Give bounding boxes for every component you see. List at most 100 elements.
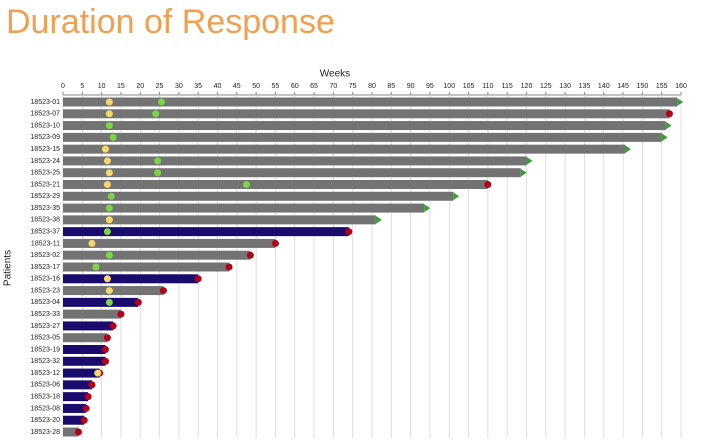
x-axis-label: Weeks bbox=[320, 69, 350, 80]
y-tick-label: 18523-28 bbox=[30, 429, 60, 436]
y-tick-label: 18523-33 bbox=[30, 311, 60, 318]
event-marker bbox=[105, 98, 113, 106]
end-marker bbox=[84, 393, 92, 401]
x-tick-label: 0 bbox=[61, 83, 65, 90]
bar bbox=[63, 180, 488, 189]
bar bbox=[63, 403, 87, 413]
bar bbox=[63, 168, 521, 178]
event-marker bbox=[107, 192, 115, 200]
x-tick-label: 140 bbox=[598, 83, 610, 90]
bar bbox=[63, 380, 92, 390]
event-marker bbox=[242, 181, 250, 188]
end-marker bbox=[101, 357, 109, 365]
end-marker bbox=[101, 346, 109, 353]
event-marker bbox=[105, 122, 113, 130]
x-tick-label: 135 bbox=[579, 83, 591, 90]
event-marker bbox=[105, 287, 113, 295]
bar bbox=[63, 191, 454, 201]
y-tick-label: 18523-15 bbox=[30, 146, 60, 153]
y-tick-label: 18523-25 bbox=[30, 170, 60, 177]
bar bbox=[63, 345, 106, 354]
bar bbox=[63, 368, 100, 378]
end-marker bbox=[134, 298, 142, 306]
end-marker bbox=[453, 192, 460, 201]
bar bbox=[63, 274, 199, 284]
y-tick-label: 18523-02 bbox=[30, 252, 60, 259]
end-marker bbox=[103, 334, 111, 342]
y-tick-label: 18523-29 bbox=[30, 193, 60, 200]
end-marker bbox=[375, 215, 382, 224]
bar bbox=[63, 333, 108, 343]
x-tick-label: 85 bbox=[387, 83, 395, 90]
end-marker bbox=[159, 287, 167, 295]
y-tick-label: 18523-20 bbox=[30, 417, 60, 424]
end-marker bbox=[484, 181, 492, 188]
y-tick-label: 18523-05 bbox=[30, 335, 60, 342]
x-tick-label: 95 bbox=[426, 83, 434, 90]
y-tick-label: 18523-01 bbox=[30, 99, 60, 106]
bar bbox=[63, 356, 106, 366]
y-tick-label: 18523-07 bbox=[30, 111, 60, 118]
bar bbox=[63, 309, 121, 319]
bar bbox=[63, 215, 376, 225]
y-tick-label: 18523-04 bbox=[30, 299, 60, 306]
bar bbox=[63, 262, 230, 272]
end-marker bbox=[520, 168, 527, 177]
end-marker bbox=[80, 416, 88, 424]
y-tick-label: 18523-18 bbox=[30, 393, 60, 400]
x-tick-label: 35 bbox=[194, 83, 202, 90]
event-marker bbox=[154, 169, 162, 177]
event-marker bbox=[154, 157, 162, 165]
bar bbox=[63, 203, 425, 213]
end-marker bbox=[677, 98, 684, 106]
event-marker bbox=[105, 204, 113, 212]
bar bbox=[63, 109, 670, 119]
y-tick-label: 18523-37 bbox=[30, 228, 60, 235]
x-tick-label: 30 bbox=[175, 83, 183, 90]
bar bbox=[63, 227, 349, 237]
y-tick-label: 18523-35 bbox=[30, 205, 60, 212]
x-tick-label: 130 bbox=[559, 83, 571, 90]
event-marker bbox=[103, 228, 111, 236]
x-tick-label: 70 bbox=[329, 83, 337, 90]
y-tick-label: 18523-23 bbox=[30, 287, 60, 294]
event-marker bbox=[103, 275, 111, 283]
bar bbox=[63, 321, 114, 331]
y-tick-label: 18523-06 bbox=[30, 382, 60, 389]
bar bbox=[63, 238, 276, 248]
bar bbox=[63, 297, 139, 307]
x-tick-label: 150 bbox=[637, 83, 649, 90]
bar bbox=[63, 144, 625, 154]
end-marker bbox=[424, 204, 431, 213]
end-marker bbox=[665, 110, 673, 118]
bar bbox=[63, 415, 85, 425]
x-tick-label: 80 bbox=[368, 83, 376, 90]
bar bbox=[63, 97, 678, 107]
x-tick-label: 110 bbox=[482, 83, 493, 90]
y-tick-label: 18523-32 bbox=[30, 358, 60, 365]
x-tick-label: 120 bbox=[521, 83, 533, 90]
x-tick-label: 90 bbox=[407, 83, 415, 90]
y-tick-label: 18523-16 bbox=[30, 276, 60, 283]
x-tick-label: 5 bbox=[80, 83, 84, 90]
end-marker bbox=[82, 404, 90, 412]
end-marker bbox=[225, 263, 233, 271]
y-tick-label: 18523-38 bbox=[30, 217, 60, 224]
x-tick-label: 100 bbox=[443, 83, 455, 90]
bar bbox=[63, 286, 164, 296]
end-marker bbox=[88, 381, 96, 389]
event-marker bbox=[103, 181, 111, 188]
event-marker bbox=[92, 263, 100, 271]
x-tick-label: 40 bbox=[214, 83, 222, 90]
end-marker bbox=[624, 145, 631, 154]
y-tick-label: 18523-17 bbox=[30, 264, 60, 271]
event-marker bbox=[88, 239, 96, 247]
bar bbox=[63, 156, 527, 166]
bar bbox=[63, 427, 79, 437]
end-marker bbox=[74, 428, 82, 436]
bar bbox=[63, 132, 662, 142]
end-marker bbox=[526, 156, 533, 165]
end-marker bbox=[345, 228, 353, 236]
x-tick-label: 55 bbox=[272, 83, 280, 90]
